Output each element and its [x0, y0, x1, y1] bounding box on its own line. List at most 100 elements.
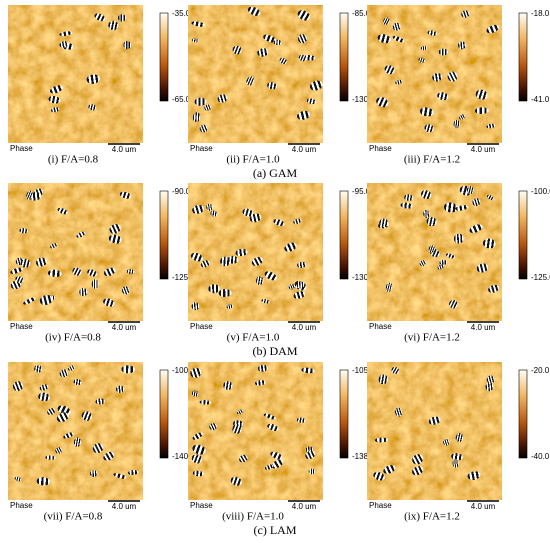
domain: [308, 468, 316, 475]
domain: [298, 54, 307, 62]
domain: [91, 279, 99, 289]
domain: [87, 269, 98, 277]
domain: [466, 186, 474, 194]
panel-caption: (viii) F/A=1.0: [222, 511, 284, 523]
domain: [412, 466, 424, 476]
domain: [19, 228, 29, 234]
domain: [418, 57, 426, 63]
domain: [455, 205, 469, 211]
domain: [400, 202, 413, 209]
domain: [227, 255, 239, 264]
domain: [385, 282, 393, 292]
domain: [94, 13, 106, 22]
domain: [261, 298, 270, 304]
domain: [486, 375, 495, 384]
phase-label: Phase: [190, 144, 213, 153]
domain: [59, 41, 69, 48]
domain: [251, 256, 263, 266]
domain: [426, 217, 437, 227]
domain: [217, 94, 228, 103]
domain: [488, 284, 500, 293]
domain: [12, 381, 24, 392]
domain: [296, 281, 305, 289]
panel-caption: (ix) F/A=1.2: [404, 511, 460, 523]
domain: [34, 364, 42, 373]
domain: [412, 454, 424, 465]
afm-texture: [8, 183, 143, 321]
panel-caption: (vii) F/A=0.8: [44, 511, 103, 523]
scale-label: 4.0 um: [112, 323, 137, 332]
domain: [383, 17, 390, 25]
domain: [26, 190, 33, 200]
colorbar: [518, 12, 528, 102]
domain: [293, 218, 302, 224]
domain: [378, 374, 389, 385]
scale-label: 4.0 um: [471, 323, 496, 332]
domain: [428, 245, 435, 253]
domain: [384, 65, 395, 75]
domain: [297, 111, 311, 120]
domain: [20, 258, 31, 268]
domain: [239, 454, 248, 463]
phase-label: Phase: [190, 501, 213, 510]
domain: [457, 41, 466, 50]
afm-texture: [188, 362, 323, 500]
domain: [309, 80, 323, 91]
domain: [47, 269, 62, 278]
domain: [474, 107, 489, 115]
domain: [453, 119, 460, 129]
domain: [39, 295, 53, 305]
domain: [57, 207, 68, 215]
domain: [475, 89, 488, 100]
domain: [419, 260, 426, 267]
domain: [38, 392, 50, 402]
domain: [232, 424, 242, 434]
domain: [56, 412, 69, 423]
domain: [232, 45, 242, 55]
domain: [249, 213, 262, 223]
afm-panel: -85.0 deg-130.0 degPhase4.0 um(ii) F/A=1…: [188, 5, 390, 166]
panel-caption: (iv) F/A=0.8: [45, 332, 101, 344]
phase-label: Phase: [10, 322, 33, 331]
domain: [392, 22, 401, 31]
domain: [79, 288, 88, 297]
scale-label: 4.0 um: [292, 502, 317, 511]
phase-label: Phase: [369, 322, 392, 331]
domain: [451, 453, 463, 461]
domain: [482, 238, 496, 249]
domain: [427, 30, 438, 36]
domain: [437, 264, 445, 270]
domain: [263, 413, 276, 420]
domain: [423, 210, 430, 218]
domain: [296, 417, 306, 423]
domain: [223, 381, 233, 390]
domain: [419, 107, 434, 117]
domain: [191, 21, 205, 27]
domain: [246, 76, 254, 86]
domain: [50, 243, 58, 249]
domain: [486, 24, 500, 34]
domain: [421, 190, 432, 200]
domain: [445, 253, 456, 259]
domain: [113, 473, 127, 479]
domain: [472, 198, 481, 207]
domain: [127, 470, 139, 476]
domain: [199, 400, 211, 405]
panel-caption: (ii) F/A=1.0: [226, 154, 280, 166]
domain: [63, 432, 74, 439]
afm-panel: -100.0 deg-140.0 degPhase4.0 um(vii) F/A…: [8, 362, 210, 523]
domain: [59, 369, 68, 378]
domain: [108, 20, 119, 31]
domain: [226, 304, 233, 309]
domain: [49, 85, 63, 94]
domain: [467, 471, 481, 480]
scale-label: 4.0 um: [292, 323, 317, 332]
domain: [288, 284, 295, 290]
domain: [103, 451, 115, 461]
domain: [257, 364, 268, 372]
colorbar: [518, 190, 528, 280]
colorbar: [339, 190, 349, 280]
domain: [443, 202, 458, 213]
domain: [301, 367, 315, 374]
